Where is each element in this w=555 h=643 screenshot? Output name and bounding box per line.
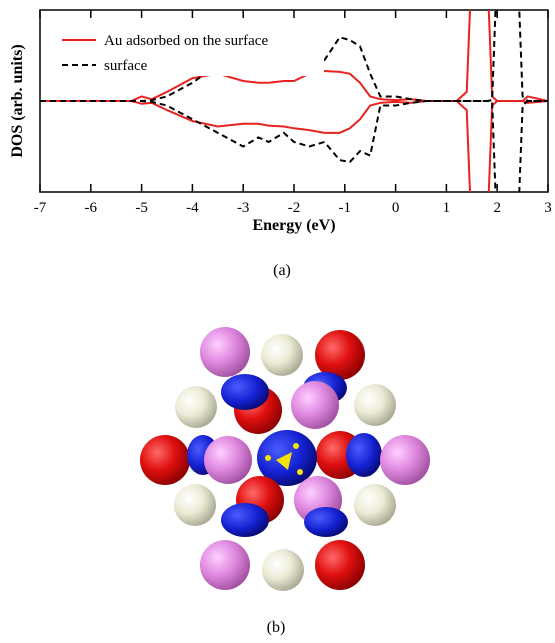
atoms [140,327,430,591]
molecule-image: (b) [0,300,555,643]
caption-a: (a) [273,262,291,279]
caption-b: (b) [267,619,286,636]
x-tick-label: -6 [85,200,98,216]
legend-box [54,24,324,76]
figure: Energy (eV) DOS (arb. units) (a) -7 -6 -5 -… [0,0,555,643]
x-tick-label: 2 [493,200,501,216]
x-tick-label: 1 [443,200,451,216]
legend-label: surface [104,58,148,74]
x-tick-label: 3 [544,200,552,216]
x-tick-label: -5 [135,200,148,216]
x-tick-label: -2 [288,200,301,216]
y-axis-label: DOS (arb. units) [9,44,26,157]
x-tick-label: -3 [237,200,250,216]
x-tick-label: -4 [186,200,199,216]
x-tick-label: -7 [34,200,47,216]
dos-chart: Energy (eV) DOS (arb. units) (a) -7 -6 -5 -… [0,0,555,300]
x-axis-label: Energy (eV) [252,217,335,234]
legend-label: Au adsorbed on the surface [104,33,268,49]
x-tick-label: 0 [392,200,400,216]
x-tick-label: -1 [339,200,352,216]
